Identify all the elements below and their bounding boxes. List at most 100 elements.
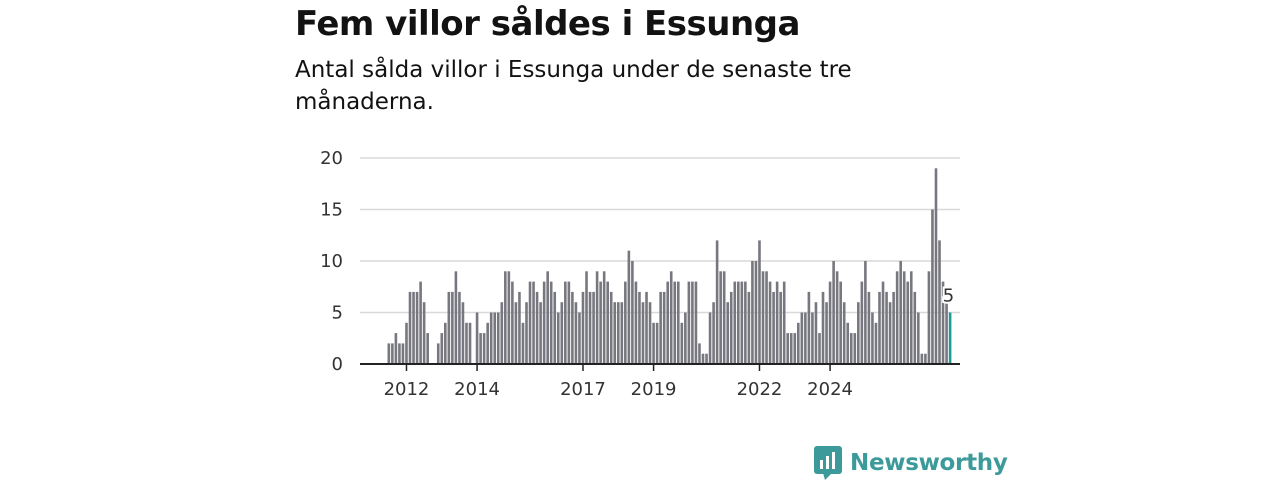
bar [504,271,507,364]
bar [909,271,913,364]
bar [722,271,726,364]
bar [514,302,518,364]
bar [821,291,825,364]
bar [867,291,871,364]
bar [676,281,680,364]
bar [585,271,588,364]
bar [860,281,864,364]
bar [849,333,853,364]
y-axis-ticks: 0 5 10 15 20 [320,148,343,375]
bar [592,291,595,364]
y-tick-label: 5 [332,303,343,324]
bar [857,302,860,364]
bar [391,343,394,364]
bar [412,291,415,364]
bar [616,302,620,364]
gridlines [360,157,960,314]
y-tick-label: 10 [320,251,343,272]
bar [878,291,881,364]
bar [609,291,613,364]
bar [465,322,468,364]
bar [634,281,638,364]
bar-chart: 0 5 10 15 20 2012 2014 2017 2019 2022 2024 5 [320,148,960,400]
bar [927,271,931,364]
bar [885,291,888,364]
newsworthy-logo[interactable]: Newsworthy [814,446,1008,480]
bar [560,302,564,364]
bar [627,250,631,364]
bar [546,271,549,364]
bar [387,343,391,364]
bar [645,291,648,364]
bar [669,271,673,364]
bar [694,281,698,364]
x-tick-label: 2024 [807,379,853,400]
bar [408,291,412,364]
bar [804,312,807,364]
bar [924,353,927,364]
bar [751,261,754,364]
bar [662,291,666,364]
bar [624,281,627,364]
bar [729,291,733,364]
bar [673,281,677,364]
bar [666,281,669,364]
x-tick-label: 2012 [384,379,430,400]
bar [814,302,818,364]
bar [818,333,821,364]
bar [853,333,857,364]
bar [539,302,542,364]
bar [440,333,444,364]
bar [888,302,892,364]
bar [556,312,560,364]
bar [761,271,765,364]
bar [740,281,744,364]
bar [436,343,440,364]
bar [895,271,899,364]
bar [613,302,617,364]
bar [479,333,482,364]
bar [648,302,652,364]
bar [691,281,694,364]
bar [931,209,934,364]
bar [768,281,772,364]
bar [419,281,422,364]
x-axis: 2012 2014 2017 2019 2022 2024 [360,363,960,400]
bar [842,302,846,364]
bar [500,302,504,364]
bar-latest [948,312,952,364]
bar [828,281,832,364]
bar [775,281,779,364]
bar [754,261,758,364]
bar [941,281,945,364]
bar [687,281,691,364]
x-tick-label: 2019 [631,379,677,400]
y-tick-label: 20 [320,148,343,169]
bar [920,353,924,364]
bar [549,281,553,364]
chart-subtitle: Antal sålda villor i Essunga under de se… [295,57,852,115]
bar [892,291,895,364]
bar [422,302,426,364]
bar [680,322,684,364]
bar [415,291,419,364]
bar [772,291,775,364]
bar [715,240,719,364]
bar [486,322,489,364]
bar [602,271,606,364]
bar [719,271,722,364]
bar [426,333,429,364]
bar [599,281,602,364]
bar [652,322,655,364]
bar [458,291,461,364]
bar [871,312,874,364]
bar [468,322,472,364]
bar [938,240,941,364]
bar [405,322,408,364]
bar [797,322,800,364]
bar [874,322,878,364]
logo-text: Newsworthy [850,450,1008,476]
bar [496,312,500,364]
bar [578,312,581,364]
bar [758,240,761,364]
